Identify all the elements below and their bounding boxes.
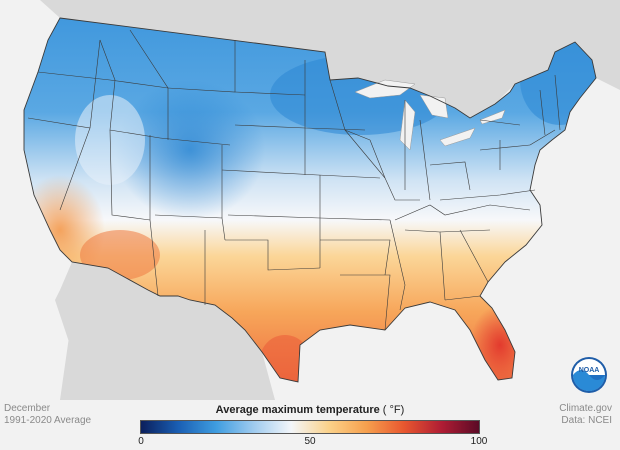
legend-tick-max: 100 bbox=[470, 436, 488, 447]
temperature-map: NOAA bbox=[0, 0, 620, 400]
legend-color-bar bbox=[140, 420, 480, 434]
legend-title: Average maximum temperature bbox=[215, 404, 380, 416]
source-site: Climate.gov bbox=[559, 403, 612, 414]
period-month: December bbox=[4, 403, 51, 414]
legend-tick-min: 0 bbox=[138, 436, 144, 447]
temperature-legend: Average maximum temperature ( °F) 0 50 1… bbox=[138, 404, 487, 448]
state-borders bbox=[23, 17, 597, 383]
source-data: Data: NCEI bbox=[561, 415, 612, 426]
us-map-svg: NOAA bbox=[0, 0, 620, 400]
period-block: December 1991-2020 Average bbox=[4, 403, 91, 427]
mexico-land bbox=[60, 262, 275, 400]
canada-land bbox=[0, 0, 620, 118]
source-block: Climate.gov Data: NCEI bbox=[559, 403, 612, 427]
noaa-logo-text: NOAA bbox=[579, 367, 600, 374]
noaa-logo: NOAA bbox=[571, 357, 607, 393]
legend-tick-mid: 50 bbox=[304, 436, 316, 447]
great-lakes bbox=[354, 79, 506, 151]
baja-peninsula bbox=[55, 290, 120, 400]
legend-unit: ( °F) bbox=[382, 404, 405, 416]
period-range: 1991-2020 Average bbox=[4, 415, 92, 426]
legend-title-row: Average maximum temperature ( °F) bbox=[140, 404, 480, 416]
